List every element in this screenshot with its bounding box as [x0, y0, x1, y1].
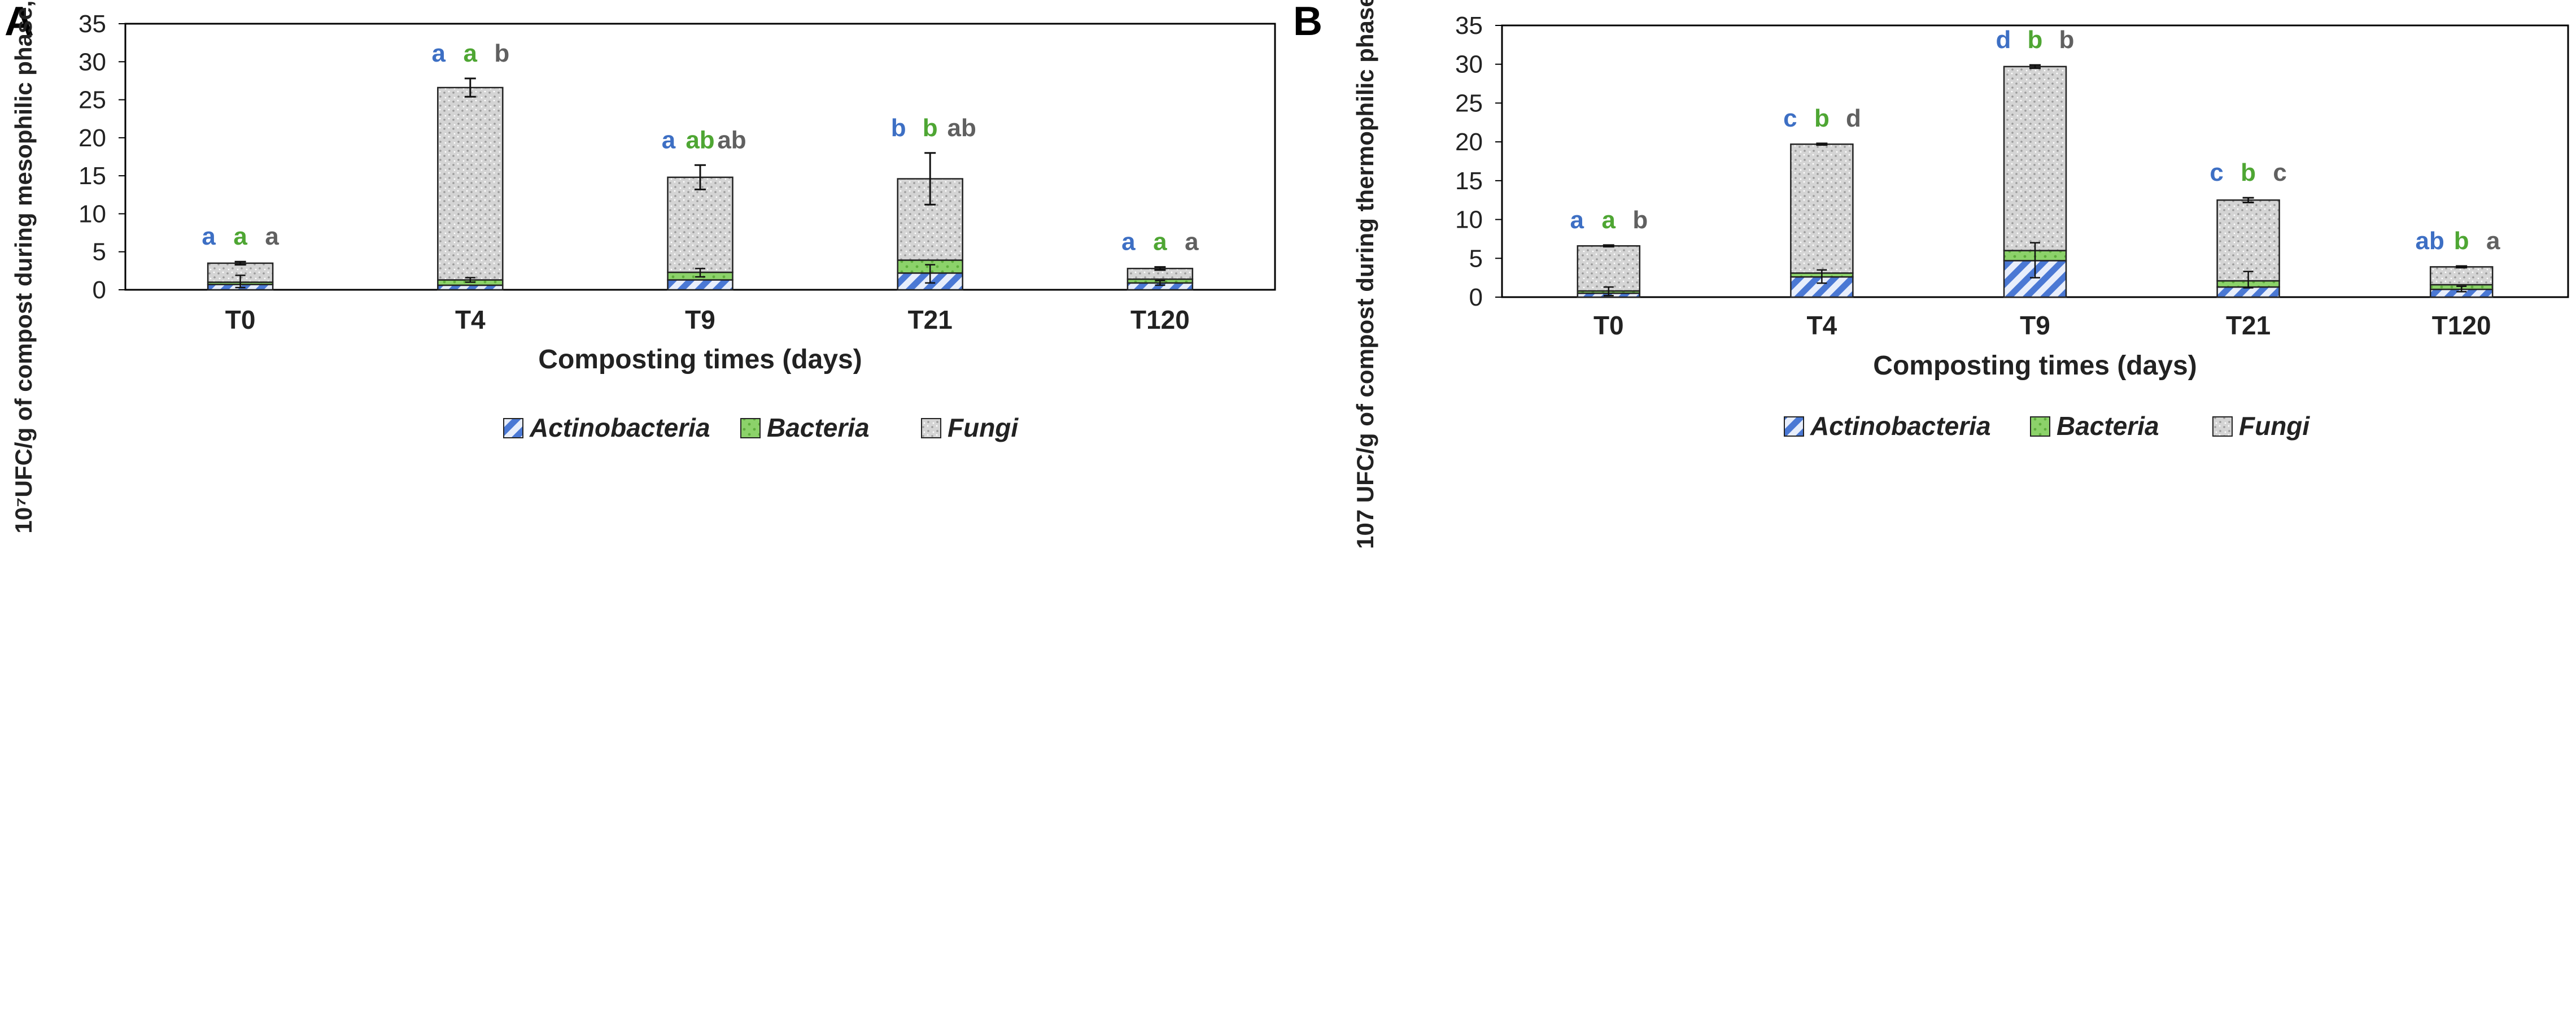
- x-tick-label: T21: [2226, 311, 2271, 340]
- x-tick-label: T21: [908, 305, 953, 334]
- significance-bacteria: b: [923, 114, 938, 142]
- y-tick-label: 10: [78, 200, 106, 228]
- legend-label-fungi: Fungi: [948, 413, 1019, 442]
- significance-fungi: ab: [717, 126, 746, 154]
- significance-fungi: b: [2059, 26, 2075, 54]
- significance-actinobacteria: c: [1783, 105, 1797, 132]
- actinobacteria-bar-t21: [2216, 286, 2280, 298]
- y-tick-label: 20: [1455, 128, 1483, 156]
- legend-swatch-bacteria: [2030, 416, 2050, 437]
- y-tick-label: 5: [1469, 245, 1483, 272]
- y-tick-label: 0: [93, 276, 106, 304]
- fungi-bar-t9: [2003, 66, 2067, 251]
- significance-actinobacteria: c: [2210, 159, 2223, 186]
- significance-fungi: b: [494, 40, 509, 67]
- significance-actinobacteria: b: [891, 114, 906, 142]
- y-tick-label: 30: [78, 48, 106, 76]
- y-tick-label: 20: [78, 124, 106, 152]
- x-tick-label: T9: [2020, 311, 2050, 340]
- fungi-bar-t4: [437, 86, 504, 281]
- legend-label-bacteria: Bacteria: [2057, 411, 2159, 441]
- significance-bacteria: b: [2241, 159, 2256, 186]
- significance-fungi: a: [2486, 227, 2500, 255]
- significance-bacteria: b: [1814, 105, 1830, 132]
- y-tick-label: 25: [78, 86, 106, 114]
- y-tick-label: 15: [78, 162, 106, 190]
- y-tick-label: 30: [1455, 51, 1483, 79]
- x-tick-label: T120: [2432, 311, 2491, 340]
- y-tick-label: 35: [1455, 12, 1483, 40]
- significance-fungi: a: [265, 223, 279, 250]
- x-tick-label: T4: [455, 305, 486, 334]
- significance-bacteria: a: [1153, 228, 1167, 256]
- significance-fungi: c: [2273, 159, 2286, 186]
- legend-label-bacteria: Bacteria: [767, 413, 870, 442]
- significance-bacteria: ab: [686, 126, 714, 154]
- x-axis-title: Composting times (days): [538, 345, 862, 375]
- significance-bacteria: a: [1602, 206, 1616, 234]
- y-tick-label: 15: [1455, 167, 1483, 195]
- significance-bacteria: b: [2454, 227, 2469, 255]
- y-tick-label: 35: [78, 10, 106, 38]
- significance-fungi: b: [1632, 206, 1648, 234]
- x-tick-label: T120: [1130, 305, 1190, 334]
- y-axis-title: 10⁷UFC/g of compost during mesophilic ph…: [10, 0, 37, 533]
- panel-label-b: B: [1293, 0, 1322, 44]
- legend-label-fungi: Fungi: [2239, 411, 2310, 441]
- significance-bacteria: a: [233, 223, 247, 250]
- y-axis-title: 107 UFC/g of compost during thermophilic…: [1352, 0, 1378, 549]
- legend-swatch-actinobacteria: [1784, 416, 1804, 437]
- x-tick-label: T9: [685, 305, 715, 334]
- y-tick-label: 10: [1455, 206, 1483, 234]
- legend-swatch-bacteria: [740, 418, 761, 438]
- x-tick-label: T0: [225, 305, 256, 334]
- significance-fungi: a: [1185, 228, 1199, 256]
- panel-label-a: A: [5, 0, 34, 44]
- x-tick-label: T4: [1807, 311, 1837, 340]
- fungi-bar-t9: [667, 176, 733, 273]
- y-tick-label: 25: [1455, 89, 1483, 117]
- significance-actinobacteria: a: [202, 223, 216, 250]
- significance-bacteria: a: [464, 40, 478, 67]
- legend-swatch-actinobacteria: [503, 418, 523, 438]
- fungi-bar-t120: [2429, 266, 2494, 286]
- legend-swatch-fungi: [2212, 416, 2233, 437]
- y-tick-label: 0: [1469, 284, 1483, 311]
- significance-actinobacteria: ab: [2416, 227, 2444, 255]
- actinobacteria-bar-t9: [667, 279, 733, 291]
- significance-actinobacteria: d: [1996, 26, 2011, 54]
- significance-actinobacteria: a: [1121, 228, 1136, 256]
- x-axis-title: Composting times (days): [1873, 351, 2197, 381]
- fungi-bar-t0: [1577, 245, 1641, 292]
- legend-label-actinobacteria: Actinobacteria: [529, 413, 710, 442]
- significance-bacteria: b: [2028, 26, 2043, 54]
- legend-swatch-fungi: [921, 418, 941, 438]
- legend-label-actinobacteria: Actinobacteria: [1810, 411, 1991, 441]
- significance-actinobacteria: a: [662, 126, 676, 154]
- significance-actinobacteria: a: [432, 40, 446, 67]
- significance-fungi: d: [1846, 105, 1861, 132]
- fungi-bar-t21: [2216, 199, 2280, 282]
- y-tick-label: 5: [93, 238, 106, 266]
- significance-fungi: ab: [948, 114, 976, 142]
- x-tick-label: T0: [1593, 311, 1624, 340]
- significance-actinobacteria: a: [1570, 206, 1584, 234]
- fungi-bar-t4: [1790, 143, 1854, 274]
